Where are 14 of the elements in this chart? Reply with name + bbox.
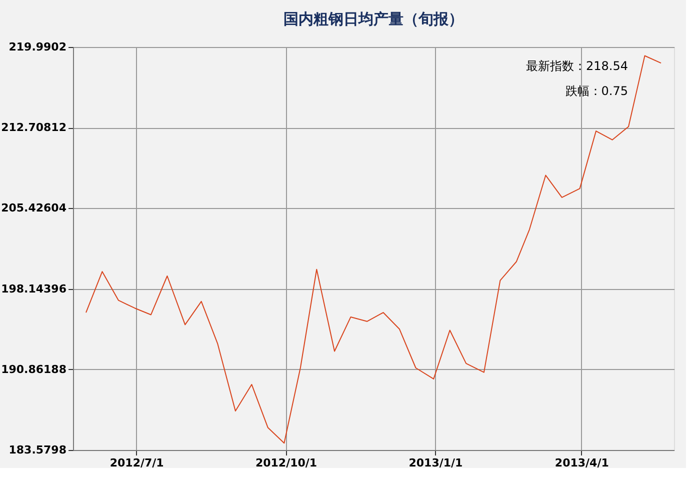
y-tick-label: 190.86188 [1,362,66,376]
x-tick-label: 2013/4/1 [554,456,609,470]
y-tick-label: 219.9902 [8,40,66,54]
x-tick-label: 2013/1/1 [408,456,463,470]
annotation: 最新指数：218.54 [526,59,628,73]
x-tick-label: 2012/10/1 [255,456,318,470]
y-tick-label: 212.70812 [1,121,66,134]
y-tick-label: 205.42604 [1,202,67,215]
y-tick-label: 198.14396 [1,282,67,296]
x-tick-label: 2012/7/1 [110,456,164,470]
chart-title: 国内粗钢日均产量（旬报） [284,10,464,28]
annotation: 跌幅：0.75 [565,84,628,98]
line-series [85,55,662,444]
y-tick-label: 183.5798 [8,444,66,456]
